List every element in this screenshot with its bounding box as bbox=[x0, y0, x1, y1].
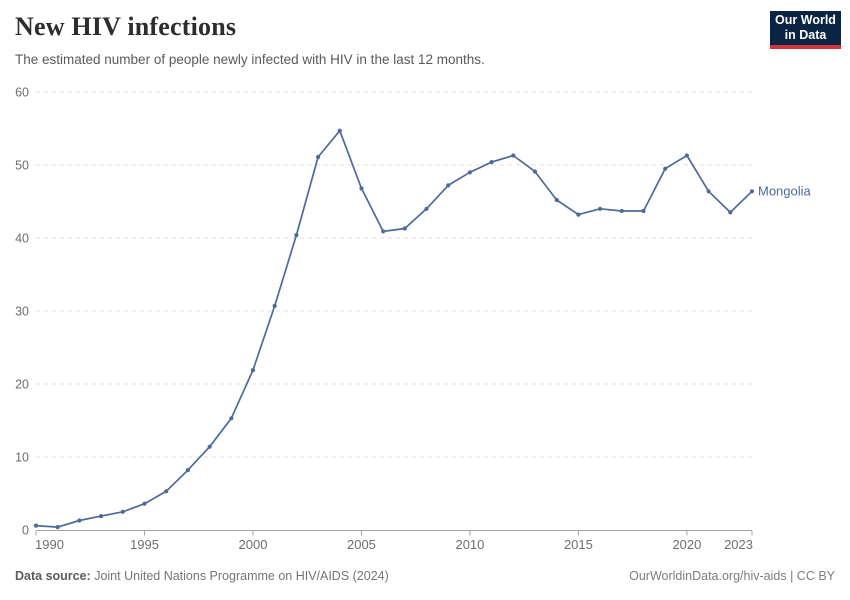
data-point bbox=[337, 128, 342, 133]
data-point bbox=[706, 189, 711, 194]
data-point bbox=[554, 197, 559, 203]
data-point bbox=[684, 153, 690, 158]
data-point bbox=[532, 169, 538, 174]
data-point bbox=[250, 368, 256, 373]
data-point bbox=[511, 153, 516, 158]
x-tick-label: 2010 bbox=[455, 537, 484, 552]
chart-footer: Data source: Joint United Nations Progra… bbox=[15, 569, 835, 583]
credit-link[interactable]: OurWorldinData.org/hiv-aids | CC BY bbox=[629, 569, 835, 583]
data-source-note: Data source: Joint United Nations Progra… bbox=[15, 569, 389, 583]
data-point bbox=[728, 210, 733, 215]
data-point bbox=[598, 206, 603, 211]
data-point bbox=[120, 509, 125, 514]
owid-logo-line1: Our World bbox=[775, 13, 836, 27]
series-label[interactable]: Mongolia bbox=[758, 183, 812, 198]
y-tick-label: 50 bbox=[15, 159, 29, 173]
owid-logo[interactable]: Our World in Data bbox=[770, 11, 841, 49]
x-tick-label: 2015 bbox=[564, 537, 593, 552]
data-point bbox=[316, 154, 321, 160]
owid-logo-line2: in Data bbox=[784, 28, 827, 42]
data-point bbox=[55, 525, 60, 530]
data-point bbox=[467, 170, 472, 175]
data-point bbox=[272, 303, 277, 308]
y-tick-label: 40 bbox=[15, 232, 29, 246]
data-point bbox=[207, 444, 212, 449]
data-source-label: Data source: bbox=[15, 569, 91, 583]
data-point bbox=[424, 206, 429, 211]
data-point bbox=[294, 233, 299, 238]
page-subtitle: The estimated number of people newly inf… bbox=[15, 52, 485, 67]
data-point bbox=[185, 468, 190, 473]
x-tick-label: 2000 bbox=[239, 537, 268, 552]
data-point bbox=[164, 489, 169, 494]
trend-line bbox=[35, 129, 753, 528]
data-point bbox=[402, 226, 407, 231]
data-point bbox=[142, 501, 147, 506]
data-point bbox=[619, 208, 624, 214]
y-tick-label: 30 bbox=[15, 305, 29, 319]
data-point bbox=[749, 189, 755, 194]
y-tick-label: 0 bbox=[22, 524, 29, 538]
data-source-value: Joint United Nations Programme on HIV/AI… bbox=[90, 569, 389, 583]
data-point bbox=[229, 416, 234, 421]
data-point bbox=[77, 518, 82, 523]
data-point bbox=[381, 229, 386, 234]
data-point bbox=[446, 183, 451, 188]
y-tick-label: 20 bbox=[15, 378, 29, 392]
x-tick-label: 2005 bbox=[347, 537, 376, 552]
y-tick-label: 10 bbox=[15, 451, 29, 465]
data-point bbox=[489, 160, 494, 165]
x-tick-label: 1990 bbox=[35, 537, 64, 552]
page-title: New HIV infections bbox=[15, 12, 237, 41]
data-point bbox=[663, 166, 668, 171]
data-point bbox=[359, 186, 364, 191]
data-point bbox=[641, 208, 646, 214]
y-tick-label: 60 bbox=[15, 86, 29, 100]
data-point bbox=[576, 212, 581, 217]
data-point bbox=[99, 514, 104, 519]
x-tick-label: 2020 bbox=[672, 537, 701, 552]
x-tick-label: 1995 bbox=[130, 537, 159, 552]
data-point bbox=[33, 523, 39, 528]
x-tick-label: 2023 bbox=[724, 537, 753, 552]
